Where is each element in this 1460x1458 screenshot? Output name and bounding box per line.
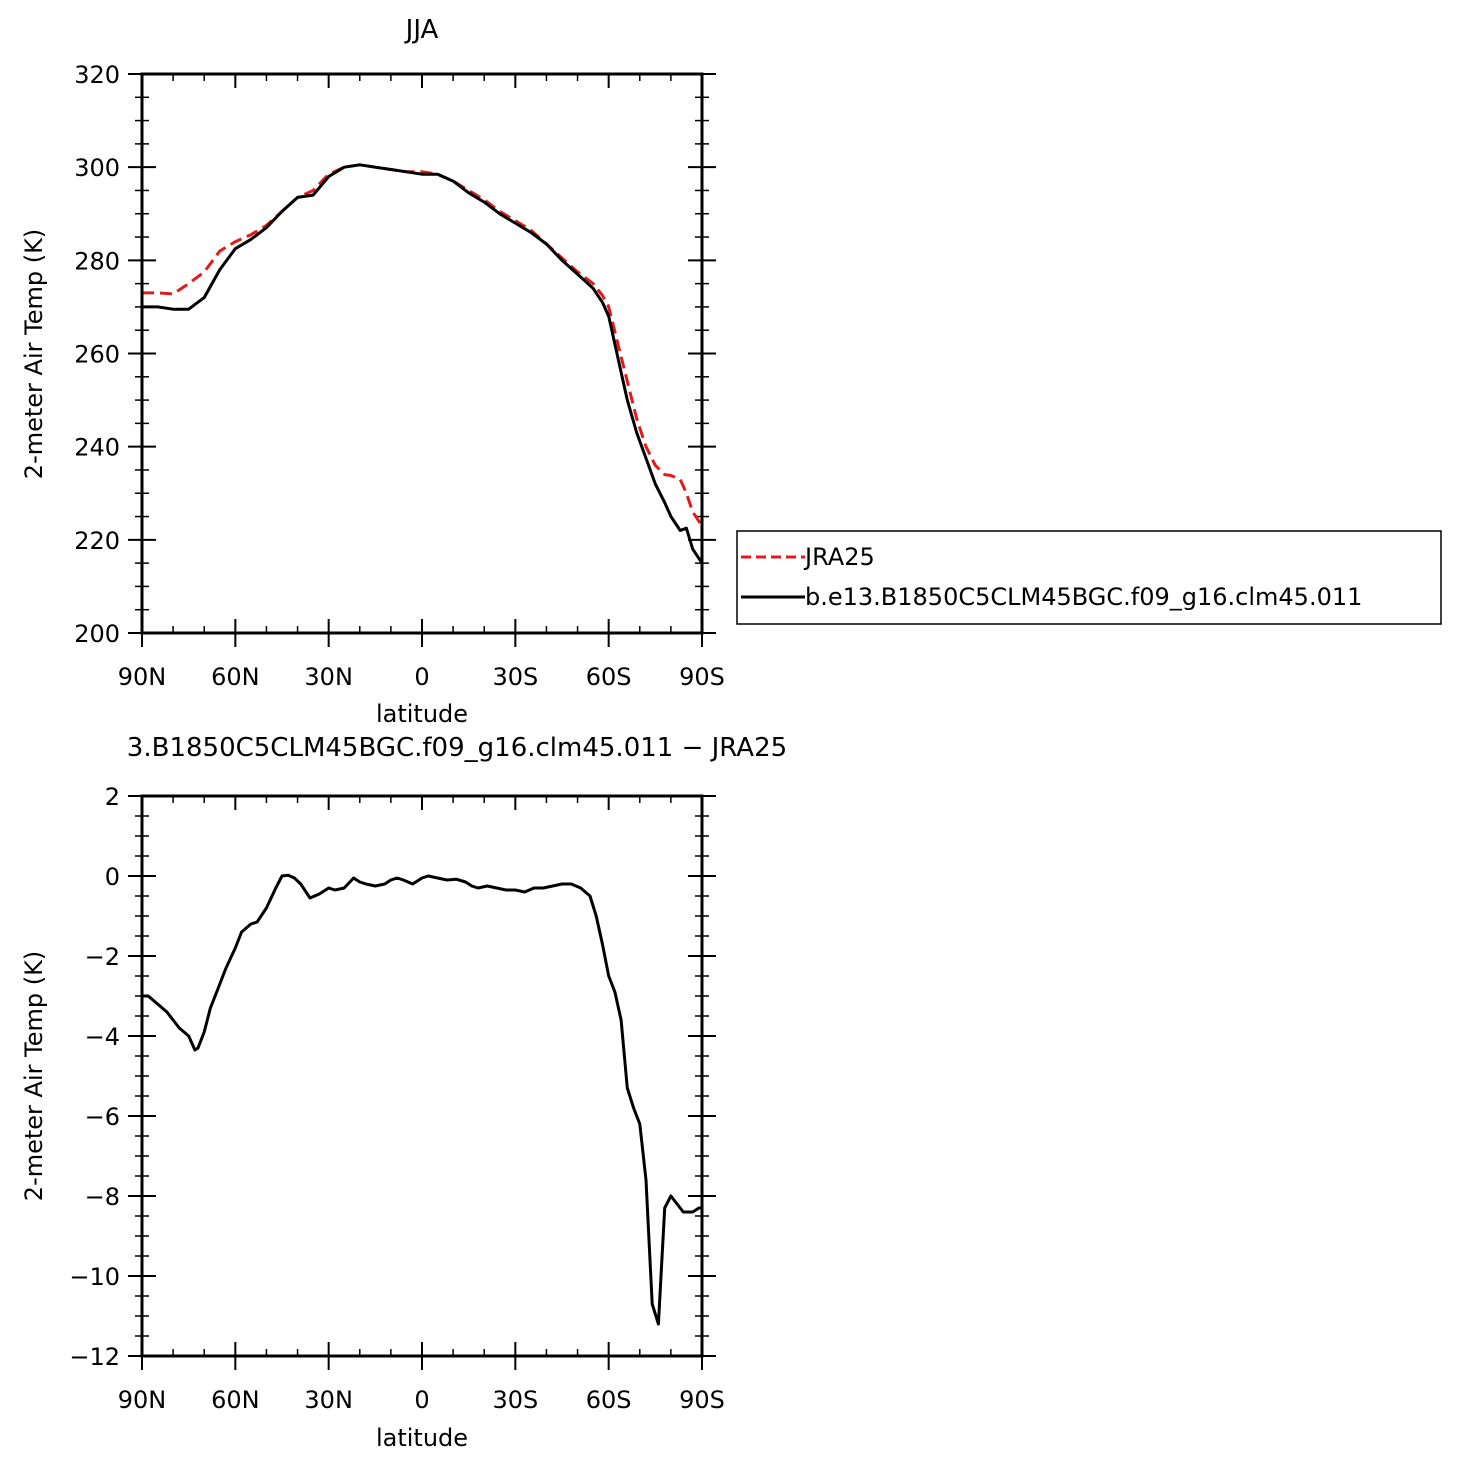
bottom-y-tick-label: 2: [105, 783, 120, 811]
top-series-line-1: [142, 163, 704, 564]
top-y-tick-label: 300: [74, 154, 120, 182]
bottom-axes: 90N 60N 30N 0 30S 60S 90S −12 −10 −8 −6 −4 −2 0 2: [69, 783, 725, 1414]
top-x-tick-label: 90S: [679, 663, 725, 691]
top-axes: 90N 60N 30N 0 30S 60S 90S 200 220 240 260 280 300 320: [74, 61, 725, 691]
panel-top: JJA 2-meter Air Temp (K) latitude 90N 60N…: [20, 15, 725, 728]
top-y-axis-title: 2-meter Air Temp (K): [20, 229, 48, 479]
top-plot-title: JJA: [404, 15, 439, 45]
legend: JRA25 b.e13.B1850C5CLM45BGC.f09_g16.clm4…: [736, 530, 1442, 625]
top-x-tick-label: 60S: [586, 663, 632, 691]
top-x-tick-label: 90N: [118, 663, 167, 691]
top-y-tick-label: 200: [74, 620, 120, 648]
bottom-series-layer: [142, 873, 702, 1326]
bottom-x-tick-label: 60S: [586, 1386, 632, 1414]
bottom-y-tick-label: −8: [85, 1183, 120, 1211]
top-x-tick-label: 0: [414, 663, 429, 691]
bottom-plot-frame: [140, 794, 704, 1358]
top-y-tick-label: 320: [74, 61, 120, 89]
panel-bottom: 3.B1850C5CLM45BGC.f09_g16.clm45.011 − JR…: [20, 733, 787, 1452]
legend-item-jra25: JRA25: [741, 543, 875, 571]
bottom-x-tick-label: 30N: [304, 1386, 353, 1414]
top-y-tick-label: 220: [74, 527, 120, 555]
bottom-y-tick-label: −12: [69, 1343, 120, 1371]
bottom-y-tick-label: −2: [85, 943, 120, 971]
top-x-tick-label: 30S: [492, 663, 538, 691]
top-y-tick-label: 280: [74, 247, 120, 275]
bottom-x-tick-label: 0: [414, 1386, 429, 1414]
bottom-y-tick-label: −6: [85, 1103, 120, 1131]
top-y-tick-label: 240: [74, 434, 120, 462]
bottom-x-tick-label: 90S: [679, 1386, 725, 1414]
bottom-y-axis-title: 2-meter Air Temp (K): [20, 951, 48, 1201]
bottom-y-tick-label: −4: [85, 1023, 120, 1051]
bottom-y-tick-label: 0: [105, 863, 120, 891]
top-x-tick-label: 30N: [304, 663, 353, 691]
bottom-plot-title: 3.B1850C5CLM45BGC.f09_g16.clm45.011 − JR…: [127, 733, 787, 763]
top-series-layer: [142, 163, 704, 564]
bottom-y-tick-label: −10: [69, 1263, 120, 1291]
legend-box: [736, 530, 1442, 625]
bottom-series-line-0: [142, 873, 702, 1326]
bottom-x-tick-label: 90N: [118, 1386, 167, 1414]
top-series-line-0: [142, 163, 704, 527]
bottom-x-tick-label: 30S: [492, 1386, 538, 1414]
top-x-axis-title: latitude: [376, 700, 468, 728]
top-plot-frame: [140, 72, 704, 635]
legend-label-model: b.e13.B1850C5CLM45BGC.f09_g16.clm45.011: [805, 583, 1362, 611]
top-x-tick-label: 60N: [211, 663, 260, 691]
bottom-x-axis-title: latitude: [376, 1424, 468, 1452]
top-y-tick-label: 260: [74, 341, 120, 369]
bottom-x-tick-label: 60N: [211, 1386, 260, 1414]
legend-label-jra25: JRA25: [803, 543, 875, 571]
legend-item-model: b.e13.B1850C5CLM45BGC.f09_g16.clm45.011: [741, 583, 1362, 611]
